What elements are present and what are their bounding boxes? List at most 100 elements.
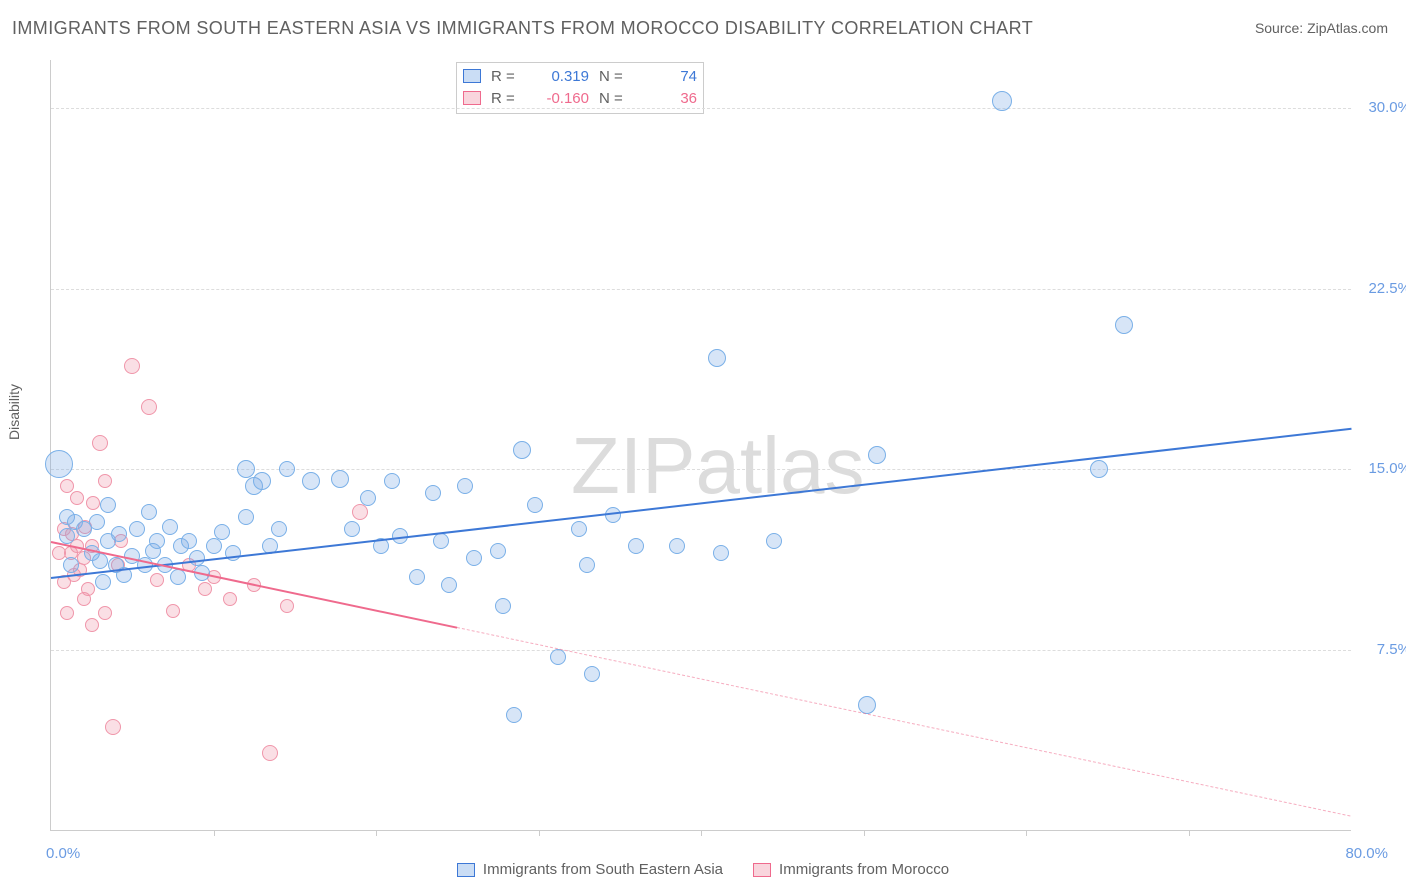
x-tick-mark [701,830,702,836]
data-point-pink [223,592,237,606]
data-point-blue [214,524,230,540]
r-label: R = [491,90,519,107]
data-point-blue [238,509,254,525]
data-point-blue [331,470,349,488]
data-point-pink [81,582,95,596]
swatch-blue-icon [457,863,475,877]
y-tick-label: 22.5% [1368,280,1406,297]
data-point-blue [63,557,79,573]
data-point-pink [98,606,112,620]
swatch-pink-icon [463,91,481,105]
gridline [51,650,1351,651]
gridline [51,289,1351,290]
data-point-blue [992,91,1012,111]
x-tick-mark [864,830,865,836]
data-point-pink [150,573,164,587]
y-tick-label: 7.5% [1377,641,1406,658]
n-value-pink: 36 [637,90,697,107]
y-axis-label: Disability [6,384,22,440]
data-point-pink [86,496,100,510]
data-point-blue [713,545,729,561]
stats-legend: R = 0.319 N = 74 R = -0.160 N = 36 [456,62,704,114]
data-point-pink [124,358,140,374]
r-value-pink: -0.160 [529,90,589,107]
data-point-blue [495,598,511,614]
data-point-blue [89,514,105,530]
data-point-blue [170,569,186,585]
data-point-blue [868,446,886,464]
data-point-pink [262,745,278,761]
data-point-blue [129,521,145,537]
data-point-pink [198,582,212,596]
data-point-blue [189,550,205,566]
chart-title: IMMIGRANTS FROM SOUTH EASTERN ASIA VS IM… [12,18,1033,39]
trend-line-blue [51,428,1351,579]
data-point-blue [141,504,157,520]
x-tick-mark [539,830,540,836]
x-tick-mark [1189,830,1190,836]
source-label: Source: ZipAtlas.com [1255,20,1388,36]
data-point-blue [571,521,587,537]
n-label: N = [599,90,627,107]
data-point-blue [513,441,531,459]
data-point-blue [708,349,726,367]
x-tick-mark [376,830,377,836]
data-point-pink [352,504,368,520]
data-point-blue [466,550,482,566]
data-point-blue [100,497,116,513]
data-point-pink [166,604,180,618]
gridline [51,108,1351,109]
y-tick-label: 15.0% [1368,460,1406,477]
data-point-pink [70,491,84,505]
data-point-blue [225,545,241,561]
data-point-blue [669,538,685,554]
data-point-blue [253,472,271,490]
swatch-blue-icon [463,69,481,83]
data-point-pink [85,618,99,632]
y-tick-label: 30.0% [1368,99,1406,116]
data-point-blue [550,649,566,665]
data-point-blue [1115,316,1133,334]
legend-item-blue: Immigrants from South Eastern Asia [457,861,723,878]
data-point-blue [237,460,255,478]
watermark: ZIPatlas [571,420,864,512]
data-point-pink [105,719,121,735]
data-point-blue [384,473,400,489]
x-max-label: 80.0% [1345,845,1388,862]
data-point-blue [527,497,543,513]
data-point-pink [280,599,294,613]
stats-row-blue: R = 0.319 N = 74 [463,65,697,87]
r-label: R = [491,68,519,85]
n-value-blue: 74 [637,68,697,85]
data-point-blue [766,533,782,549]
data-point-blue [45,450,73,478]
r-value-blue: 0.319 [529,68,589,85]
n-label: N = [599,68,627,85]
data-point-blue [441,577,457,593]
data-point-blue [433,533,449,549]
data-point-blue [579,557,595,573]
x-origin-label: 0.0% [46,845,80,862]
data-point-blue [628,538,644,554]
data-point-blue [206,538,222,554]
data-point-blue [302,472,320,490]
data-point-blue [425,485,441,501]
data-point-blue [181,533,197,549]
data-point-blue [279,461,295,477]
data-point-pink [98,474,112,488]
legend-label-pink: Immigrants from Morocco [779,861,949,878]
stats-row-pink: R = -0.160 N = 36 [463,87,697,109]
legend-label-blue: Immigrants from South Eastern Asia [483,861,723,878]
data-point-pink [92,435,108,451]
data-point-blue [95,574,111,590]
trend-line-pink-dashed [457,627,1351,817]
data-point-blue [162,519,178,535]
data-point-blue [1090,460,1108,478]
swatch-pink-icon [753,863,771,877]
data-point-blue [490,543,506,559]
data-point-blue [457,478,473,494]
plot-area: ZIPatlas R = 0.319 N = 74 R = -0.160 N =… [50,60,1351,831]
data-point-blue [149,533,165,549]
data-point-blue [344,521,360,537]
data-point-blue [360,490,376,506]
